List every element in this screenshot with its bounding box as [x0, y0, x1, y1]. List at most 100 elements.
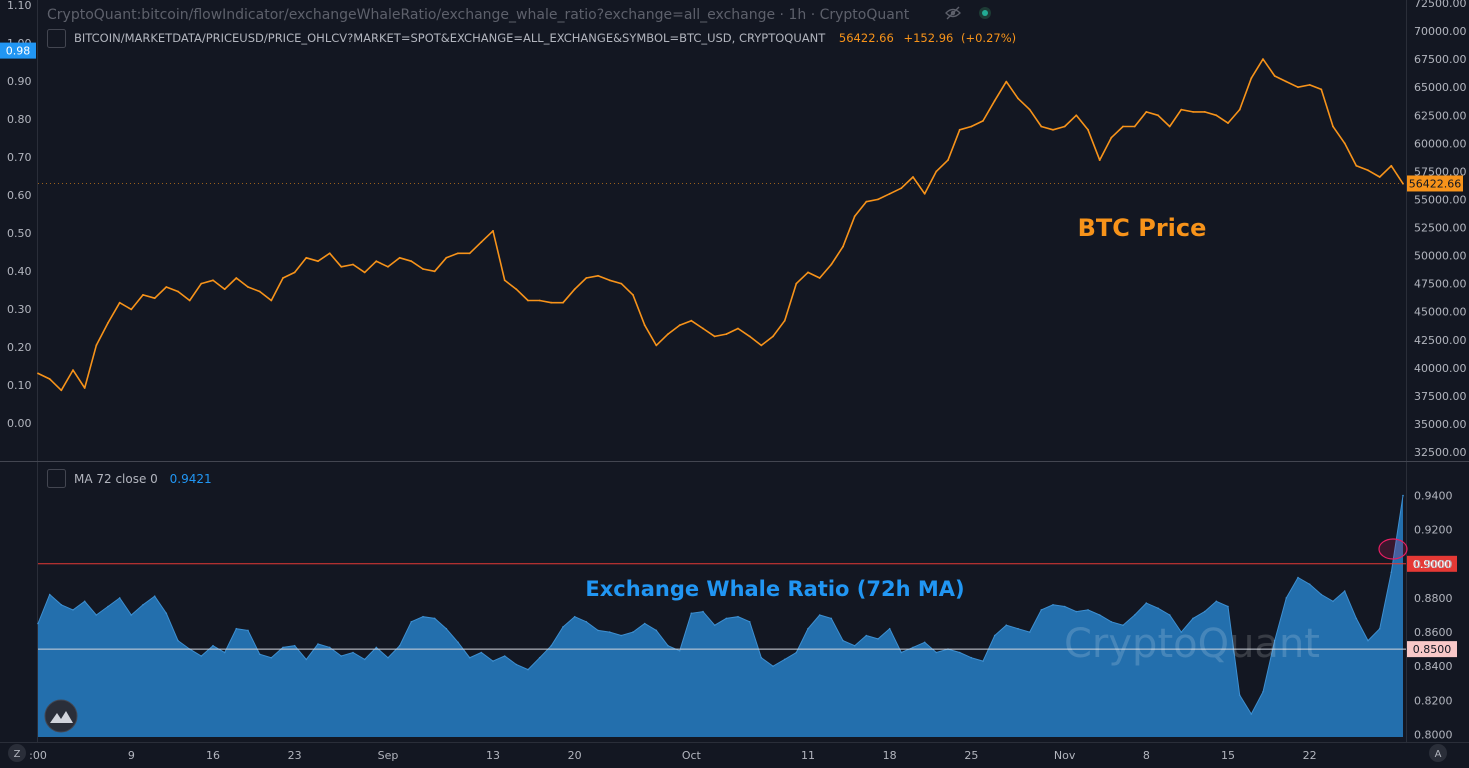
btc-price-point [1005, 80, 1008, 83]
btc-price-point [1040, 125, 1043, 128]
btc-price-point [153, 297, 156, 300]
whale-ratio-point [912, 646, 914, 649]
btc-price-point [1098, 159, 1101, 162]
btc-price-point [1063, 125, 1066, 128]
whale-ratio-point [935, 651, 938, 654]
whale-ratio-point [597, 629, 599, 632]
whale-ratio-point [212, 644, 214, 647]
whale-ratio-area [38, 495, 1403, 737]
whale-ratio-point [1320, 593, 1323, 596]
btc-price-point [993, 99, 996, 102]
y-whale-tick-label: 0.9000 [1414, 558, 1453, 571]
whale-ratio-point [690, 612, 693, 615]
whale-ratio-point [1075, 610, 1078, 613]
whale-ratio-point [1238, 694, 1241, 696]
y-whale-tick-label: 0.8200 [1414, 694, 1453, 707]
whale-ratio-point [398, 644, 401, 647]
x-tick-label: 22 [1303, 749, 1317, 762]
y-right-tick-label: 40000.00 [1414, 362, 1467, 375]
btc-price-point [83, 387, 86, 389]
y-whale-tick-label: 0.8400 [1414, 660, 1453, 673]
btc-price-point [328, 252, 331, 255]
sub-series-color-swatch[interactable] [47, 469, 66, 488]
y-left-tick-label: 0.00 [7, 417, 32, 430]
frame [0, 0, 1469, 743]
whale-ratio-point [538, 656, 541, 659]
btc-price-point [492, 230, 494, 232]
sub-series-name: MA 72 close 0 [74, 472, 158, 486]
x-tick-label: 15 [1221, 749, 1235, 762]
threshold-badge: 0.9000 [1413, 558, 1452, 571]
y-left-tick-label: 0.40 [7, 265, 32, 278]
cryptoquant-logo-icon[interactable] [44, 699, 78, 733]
btc-price-point [783, 319, 786, 322]
whale-ratio-point [165, 612, 168, 615]
whale-ratio-point [970, 656, 973, 659]
btc-price-point [258, 290, 261, 293]
y-whale-tick-label: 0.8800 [1414, 592, 1453, 605]
y-left-tick-label: 0.20 [7, 341, 32, 354]
btc-price-point [1075, 114, 1078, 117]
whale-ratio-point [142, 604, 144, 606]
whale-ratio-annotation: Exchange Whale Ratio (72h MA) [585, 577, 964, 601]
auto-scale-a-icon[interactable]: A [1429, 744, 1447, 762]
whale-ratio-point [305, 658, 308, 661]
btc-series-layer: 56422.66 [37, 58, 1463, 392]
btc-price-point [165, 286, 168, 288]
btc-price-point [445, 256, 448, 259]
threshold-badge-bg [1407, 641, 1457, 658]
whale-ratio-point [1203, 610, 1206, 613]
btc-price-point [830, 263, 833, 266]
main-series-value: 56422.66 [839, 31, 894, 45]
whale-ratio-point [1192, 617, 1194, 620]
btc-price-point [667, 333, 669, 335]
whale-ratio-point [1063, 605, 1066, 608]
btc-price-point [340, 265, 343, 268]
btc-price-point [95, 344, 98, 347]
whale-ratio-point [655, 629, 658, 632]
whale-ratio-point [923, 641, 926, 644]
z-icon[interactable]: Z [8, 744, 26, 762]
btc-price-line [37, 58, 1404, 392]
auto-scale-a-icon-label: A [1435, 749, 1442, 760]
btc-price-point [352, 263, 354, 266]
btc-price-point [1308, 84, 1311, 86]
whale-ratio-point [1227, 605, 1229, 608]
whale-ratio-point [457, 641, 459, 644]
threshold-badge-bg [1407, 555, 1457, 572]
btc-price-point [585, 277, 588, 279]
whale-ratio-point [643, 622, 646, 625]
y-left-tick-label: 0.90 [7, 75, 32, 88]
y-right-tick-label: 70000.00 [1414, 25, 1467, 38]
btc-price-point [212, 279, 214, 282]
whale-ratio-point [807, 627, 809, 630]
btc-price-point [620, 282, 623, 285]
whale-ratio-point [1378, 627, 1381, 630]
y-right-tick-label: 65000.00 [1414, 81, 1467, 94]
btc-price-point [853, 215, 856, 218]
btc-price-point [1273, 75, 1276, 77]
btc-price-point [1332, 125, 1334, 128]
whale-ratio-point [340, 655, 343, 657]
x-tick-label: 11 [801, 749, 815, 762]
whale-ratio-point [480, 651, 483, 654]
whale-ratio-point [235, 627, 238, 630]
x-tick-label: 13 [486, 749, 500, 762]
whale-ratio-point [492, 660, 494, 662]
whale-ratio-point [363, 658, 366, 661]
whale-ratio-point [72, 609, 74, 611]
btc-price-point [457, 252, 459, 255]
series-color-swatch[interactable] [47, 29, 66, 48]
whale-ratio-point [293, 644, 296, 647]
y-left-tick-label: 0.60 [7, 189, 32, 202]
whale-ratio-point [772, 665, 774, 667]
eye-slash-icon[interactable] [945, 6, 961, 20]
whale-ratio-point [387, 656, 389, 659]
main-series-name: BITCOIN/MARKETDATA/PRICEUSD/PRICE_OHLCV?… [74, 31, 826, 45]
whale-ratio-point [1133, 614, 1136, 616]
btc-price-point [550, 301, 553, 304]
btc-price-point [282, 277, 284, 279]
whale-ratio-point [1040, 609, 1043, 611]
whale-ratio-point [1402, 494, 1404, 497]
